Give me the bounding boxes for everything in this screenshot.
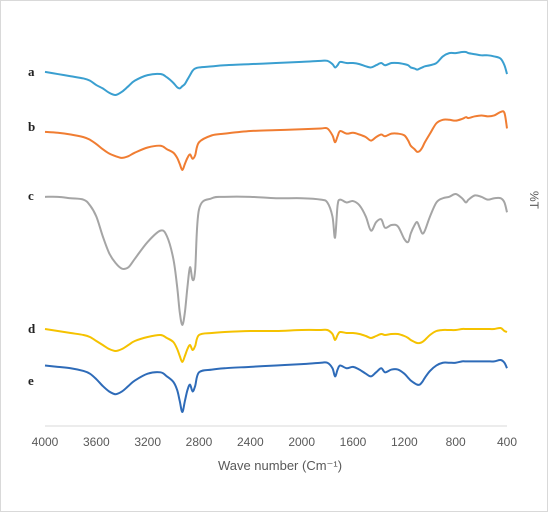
series-line-c (44, 192, 508, 326)
x-tick-label: 2800 (186, 435, 213, 449)
series-line-d (44, 326, 508, 363)
x-tick-label: 3200 (134, 435, 161, 449)
x-tick-label: 400 (497, 435, 517, 449)
x-tick-label: 4000 (32, 435, 59, 449)
series-line-b (44, 110, 508, 171)
x-tick-labels: 4000 3600 3200 2800 2400 2000 1600 1200 800 400 (32, 435, 518, 449)
x-tick-label: 800 (446, 435, 466, 449)
series-label-b: b (28, 119, 35, 134)
series-line-e (44, 358, 508, 413)
series-label-c: c (28, 188, 34, 203)
series-label-e: e (28, 373, 34, 388)
series-label-a: a (28, 64, 35, 79)
series-labels: a b c d e (28, 64, 36, 388)
series-label-d: d (28, 321, 36, 336)
x-tick-label: 1600 (340, 435, 367, 449)
x-tick-label: 2400 (237, 435, 264, 449)
y-axis-title: %T (527, 191, 541, 210)
series-layer (44, 50, 508, 413)
x-tick-label: 3600 (83, 435, 110, 449)
x-tick-label: 1200 (391, 435, 418, 449)
x-axis-title: Wave number (Cm⁻¹) (218, 458, 342, 473)
series-line-a (44, 50, 508, 97)
x-tick-label: 2000 (288, 435, 315, 449)
